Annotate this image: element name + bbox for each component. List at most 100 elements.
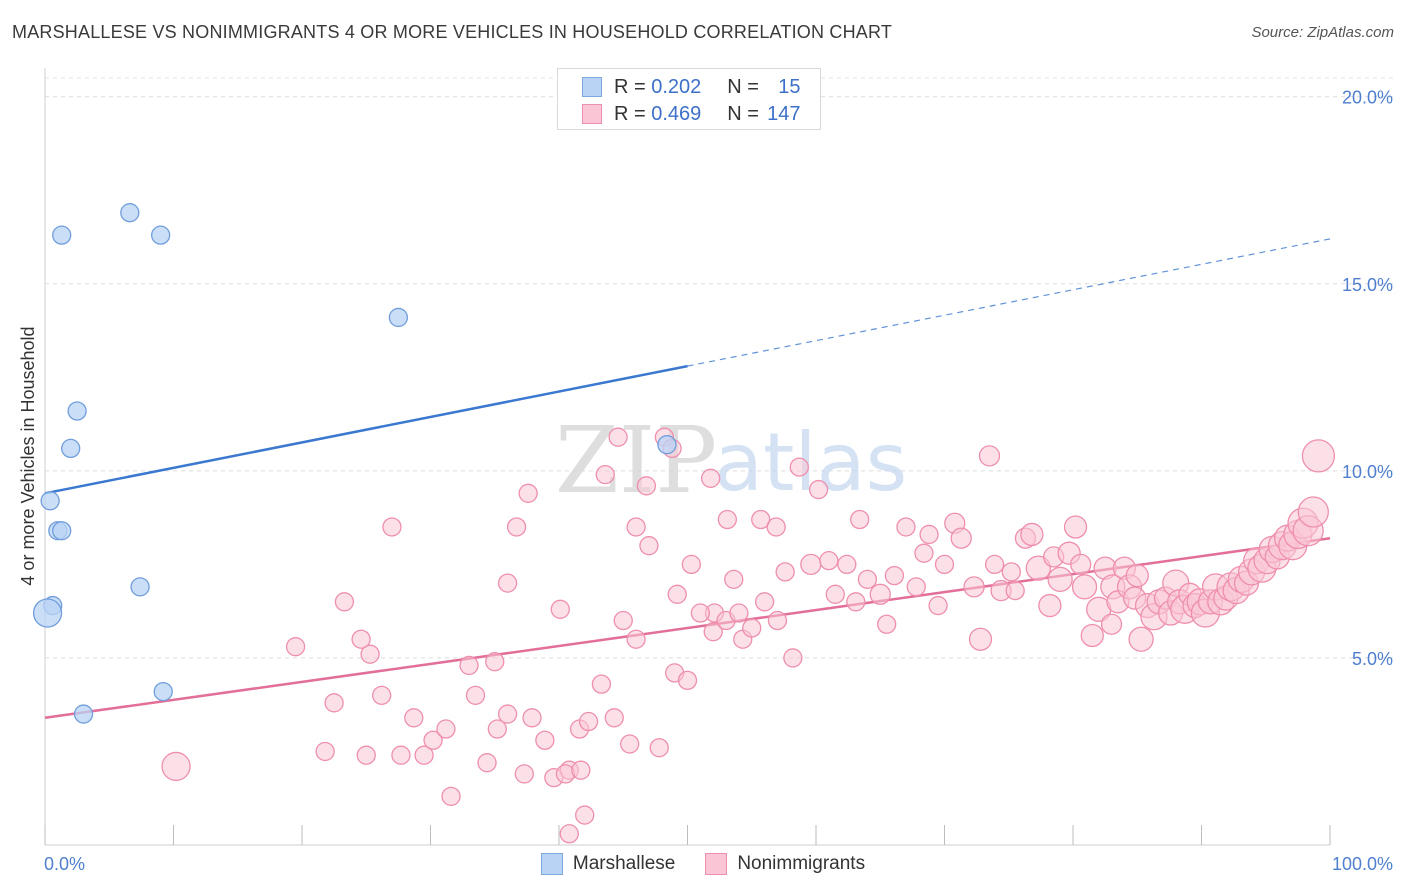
data-points — [32, 203, 1336, 844]
y-tick-label: 15.0% — [1342, 275, 1393, 295]
data-point-nonimmigrants — [724, 569, 744, 590]
data-point-nonimmigrants — [356, 745, 376, 765]
data-point-nonimmigrants — [896, 517, 916, 537]
data-point-nonimmigrants — [1020, 522, 1044, 547]
stats-swatch-marshallese — [582, 77, 602, 97]
data-point-nonimmigrants — [968, 627, 993, 651]
data-point-nonimmigrants — [1005, 580, 1025, 601]
data-point-marshallese — [52, 225, 72, 245]
data-point-nonimmigrants — [729, 603, 749, 623]
data-point-nonimmigrants — [825, 584, 845, 604]
data-point-nonimmigrants — [919, 524, 939, 545]
data-point-marshallese — [32, 598, 63, 628]
data-point-marshallese — [130, 577, 150, 597]
data-point-marshallese — [52, 521, 72, 541]
data-point-nonimmigrants — [1038, 593, 1062, 618]
data-point-nonimmigrants — [324, 693, 344, 713]
data-point-nonimmigrants — [477, 753, 497, 773]
data-point-nonimmigrants — [819, 550, 839, 571]
data-point-nonimmigrants — [506, 517, 527, 537]
y-tick-label: 5.0% — [1352, 649, 1393, 669]
data-point-nonimmigrants — [626, 629, 646, 649]
data-point-nonimmigrants — [372, 685, 392, 705]
data-point-nonimmigrants — [775, 562, 795, 582]
y-tick-label: 10.0% — [1342, 462, 1393, 482]
data-point-nonimmigrants — [161, 751, 191, 782]
data-point-nonimmigrants — [514, 764, 534, 784]
data-point-nonimmigrants — [950, 527, 972, 549]
data-point-nonimmigrants — [518, 483, 538, 503]
data-point-marshallese — [388, 307, 409, 328]
legend-swatch-nonimmigrants — [705, 853, 728, 875]
data-point-nonimmigrants — [963, 576, 985, 598]
data-point-nonimmigrants — [1071, 574, 1098, 600]
data-point-nonimmigrants — [620, 734, 640, 754]
data-point-nonimmigrants — [459, 655, 479, 676]
data-point-nonimmigrants — [1297, 496, 1329, 528]
watermark-zip: ZIP — [555, 407, 717, 514]
stats-n-label: N = — [727, 75, 765, 98]
data-point-marshallese — [73, 704, 94, 724]
x-tick-label: 100.0% — [1332, 854, 1393, 874]
data-point-nonimmigrants — [754, 592, 775, 612]
data-point-nonimmigrants — [857, 569, 878, 590]
data-point-nonimmigrants — [783, 648, 803, 668]
data-point-nonimmigrants — [465, 685, 486, 705]
data-point-nonimmigrants — [667, 584, 687, 604]
data-point-nonimmigrants — [360, 644, 380, 664]
data-point-nonimmigrants — [550, 599, 570, 619]
y-axis-label: 4 or more Vehicles in Household — [18, 326, 38, 585]
data-point-nonimmigrants — [1100, 613, 1123, 635]
data-point-marshallese — [153, 681, 173, 702]
axes — [44, 68, 1331, 846]
y-tick-label: 20.0% — [1342, 88, 1393, 108]
data-point-nonimmigrants — [677, 670, 698, 691]
data-point-nonimmigrants — [522, 708, 542, 728]
data-point-nonimmigrants — [681, 554, 702, 575]
data-point-nonimmigrants — [850, 509, 870, 530]
data-point-nonimmigrants — [285, 637, 306, 657]
data-point-nonimmigrants — [877, 614, 897, 634]
data-point-nonimmigrants — [837, 554, 857, 575]
legend-item-nonimmigrants[interactable]: Nonimmigrants — [705, 853, 865, 875]
stats-r-value: 0.202 — [651, 75, 702, 98]
data-point-nonimmigrants — [487, 719, 507, 739]
stats-n-label: N = — [727, 102, 765, 125]
legend: Marshallese Nonimmigrants — [0, 850, 1406, 878]
data-point-nonimmigrants — [1001, 562, 1021, 582]
data-point-nonimmigrants — [636, 476, 657, 496]
data-point-nonimmigrants — [984, 554, 1005, 575]
data-point-nonimmigrants — [485, 652, 505, 672]
data-point-nonimmigrants — [1025, 555, 1051, 581]
data-point-nonimmigrants — [914, 543, 934, 563]
data-point-nonimmigrants — [604, 708, 624, 728]
data-point-nonimmigrants — [1125, 563, 1149, 588]
trend-line-marshallese — [44, 364, 688, 495]
stats-r-label: R = — [614, 75, 652, 98]
data-point-nonimmigrants — [608, 427, 628, 447]
legend-item-marshallese[interactable]: Marshallese — [540, 853, 676, 875]
data-point-marshallese — [657, 435, 677, 455]
data-point-nonimmigrants — [751, 509, 771, 530]
stats-r-label: R = — [614, 102, 652, 125]
data-point-nonimmigrants — [414, 745, 434, 765]
data-point-marshallese — [150, 225, 171, 245]
legend-label-marshallese: Marshallese — [572, 853, 676, 874]
data-point-nonimmigrants — [869, 583, 891, 605]
watermark: ZIP atlas — [555, 407, 907, 514]
stats-r-value: 0.469 — [651, 102, 702, 125]
data-point-nonimmigrants — [571, 760, 591, 780]
data-point-nonimmigrants — [884, 565, 905, 586]
data-point-nonimmigrants — [649, 738, 669, 758]
data-point-nonimmigrants — [595, 464, 615, 485]
data-point-nonimmigrants — [934, 554, 955, 575]
data-point-nonimmigrants — [766, 517, 786, 537]
data-point-nonimmigrants — [626, 517, 646, 537]
trend-line-marshallese-extension — [687, 238, 1331, 367]
data-point-nonimmigrants — [1070, 553, 1092, 576]
data-point-nonimmigrants — [1128, 626, 1154, 652]
chart-title: MARSHALLESE VS NONIMMIGRANTS 4 OR MORE V… — [12, 22, 893, 42]
stats-row-marshallese: R = 0.202 N = 15 — [582, 74, 801, 100]
data-point-nonimmigrants — [404, 708, 424, 728]
